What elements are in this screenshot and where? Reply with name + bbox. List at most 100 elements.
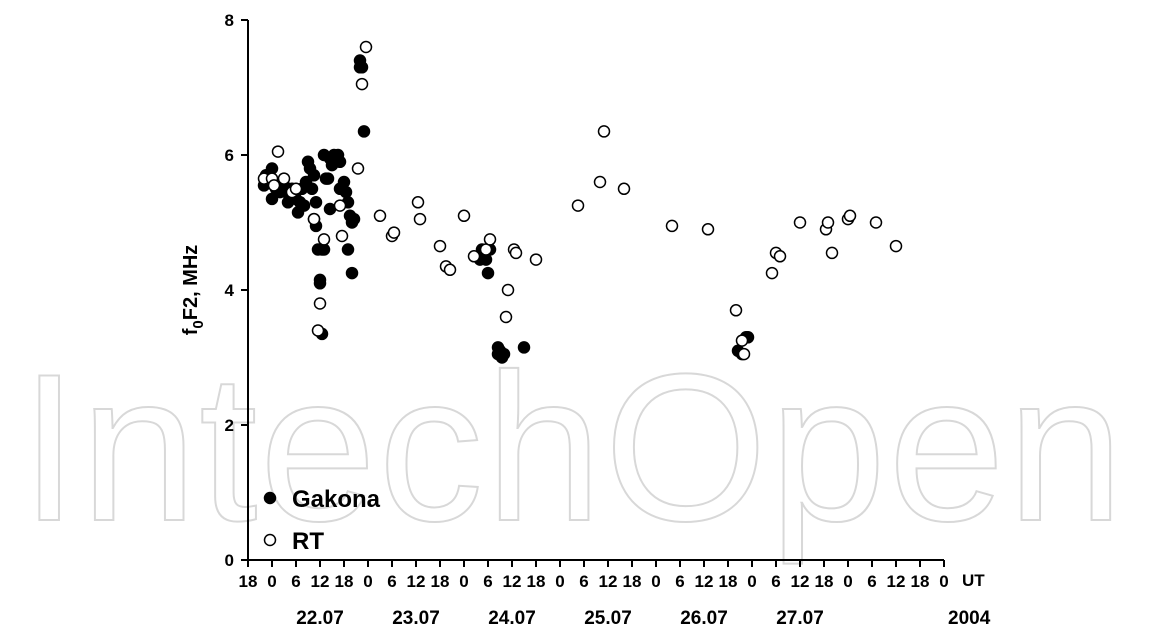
- rt-point: [869, 216, 883, 229]
- y-tick-label: 2: [225, 416, 234, 435]
- plot-points: [257, 40, 903, 364]
- rt-point: [765, 266, 779, 280]
- x-tick-label: 18: [431, 572, 450, 591]
- x-tick-label: 18: [719, 572, 738, 591]
- gakona-point: [341, 243, 355, 256]
- x-tick-label: 0: [747, 572, 756, 591]
- rt-point: [457, 209, 471, 223]
- x-unit-label: UT: [962, 571, 985, 590]
- gakona-point: [321, 172, 335, 185]
- gakona-point: [297, 199, 311, 212]
- x-tick-label: 12: [887, 572, 906, 591]
- rt-point: [617, 182, 631, 196]
- rt-point: [509, 246, 523, 260]
- x-tick-label: 6: [771, 572, 780, 591]
- x-tick-label: 12: [791, 572, 810, 591]
- x-tick-label: 0: [363, 572, 372, 591]
- x-tick-label: 18: [239, 572, 258, 591]
- legend-rt-marker: [263, 533, 277, 547]
- rt-point: [351, 162, 365, 175]
- legend: Gakona RT: [263, 486, 381, 555]
- rt-point: [773, 250, 787, 263]
- rt-point: [501, 283, 515, 297]
- gakona-point: [497, 347, 511, 361]
- rt-point: [843, 209, 857, 223]
- legend-gakona-marker: [263, 491, 277, 505]
- rt-point: [729, 304, 743, 317]
- rt-point: [499, 310, 513, 324]
- rt-point: [335, 229, 349, 243]
- x-tick-label: 18: [527, 572, 546, 591]
- y-ticks: 0 2 4 6 8: [225, 11, 248, 570]
- rt-point: [443, 263, 457, 277]
- rt-point: [413, 212, 427, 226]
- rt-point: [313, 297, 327, 310]
- y-tick-label: 0: [225, 551, 234, 570]
- legend-rt-label: RT: [292, 528, 324, 555]
- x-tick-label: 12: [407, 572, 426, 591]
- y-axis-label-sub: 0: [190, 320, 207, 328]
- x-tick-label: 12: [599, 572, 618, 591]
- gakona-point: [481, 266, 495, 280]
- x-tick-label: 6: [291, 572, 300, 591]
- year-label: 2004: [948, 608, 991, 629]
- x-tick-label: 0: [939, 572, 948, 591]
- date-label: 23.07: [392, 608, 440, 629]
- rt-point: [793, 216, 807, 229]
- y-axis-label-rest: F2, MHz: [180, 245, 202, 321]
- x-tick-label: 6: [579, 572, 588, 591]
- x-tick-label: 0: [555, 572, 564, 591]
- rt-point: [483, 233, 497, 246]
- rt-point: [333, 199, 347, 212]
- x-tick-label: 12: [695, 572, 714, 591]
- rt-point: [433, 239, 447, 253]
- x-tick-label: 12: [311, 572, 330, 591]
- y-axis-label-main: f: [180, 328, 202, 335]
- y-tick-label: 4: [225, 281, 235, 300]
- x-tick-label: 6: [483, 572, 492, 591]
- rt-point: [571, 199, 585, 212]
- x-tick-label: 0: [651, 572, 660, 591]
- rt-point: [529, 253, 543, 266]
- rt-point: [467, 250, 481, 263]
- gakona-point: [305, 182, 319, 196]
- rt-point: [373, 209, 387, 223]
- x-tick-label: 0: [459, 572, 468, 591]
- gakona-point: [313, 277, 327, 290]
- gakona-point: [345, 266, 359, 280]
- x-tick-label: 12: [503, 572, 522, 591]
- date-label: 22.07: [296, 608, 344, 629]
- y-tick-label: 8: [225, 11, 234, 30]
- gakona-point: [339, 185, 353, 199]
- x-tick-label: 0: [843, 572, 852, 591]
- rt-point: [737, 347, 751, 361]
- x-ticks: 18 0 6 12 18 0 6 12 18 0 6 12 18 0 6 12 18 0 6 12 18 0 6 12 18 0 6…: [239, 560, 949, 591]
- date-label: 26.07: [680, 608, 728, 629]
- x-axis: 18 0 6 12 18 0 6 12 18 0 6 12 18 0 6 12 18 0 6 12 18 0 6 12 18 0 6…: [239, 559, 991, 629]
- x-tick-label: 6: [867, 572, 876, 591]
- gakona-point: [357, 125, 371, 138]
- gakona-point: [355, 61, 369, 74]
- rt-point: [735, 334, 749, 347]
- x-tick-label: 0: [267, 572, 276, 591]
- rt-point: [355, 77, 369, 91]
- rt-point: [825, 246, 839, 260]
- rt-point: [411, 196, 425, 209]
- x-tick-label: 18: [815, 572, 834, 591]
- rt-point: [289, 182, 303, 196]
- date-labels: 22.07 23.07 24.07 25.07 26.07 27.07: [296, 608, 824, 629]
- rt-point: [597, 125, 611, 138]
- gakona-point: [309, 196, 323, 209]
- y-axis-label: f0F2, MHz: [180, 245, 207, 336]
- rt-point: [387, 226, 401, 239]
- rt-point: [593, 175, 607, 189]
- date-label: 27.07: [776, 608, 824, 629]
- rt-point: [889, 239, 903, 253]
- rt-point: [701, 223, 715, 236]
- rt-point: [267, 179, 281, 192]
- rt-point: [271, 145, 285, 158]
- y-axis: 0 2 4 6 8: [225, 11, 249, 570]
- date-label: 25.07: [584, 608, 632, 629]
- rt-point: [821, 216, 835, 229]
